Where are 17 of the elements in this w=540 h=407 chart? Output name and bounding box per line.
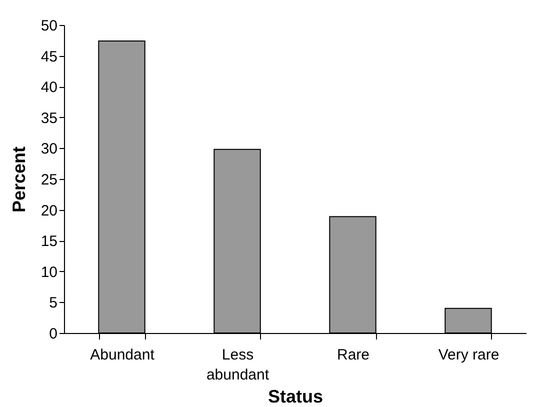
y-tick-label: 25 [40,172,58,188]
y-axis-title: Percent [8,146,29,213]
x-tick-label: Abundant [90,346,156,364]
y-tick-label: 15 [40,233,58,250]
x-tick-label: Less abundant [206,346,270,384]
x-tick-label: Very rare [438,346,500,364]
y-tick-label: 40 [40,79,58,96]
x-tick-label: Rare [336,346,370,364]
x-axis-title: Status [268,386,324,406]
y-tick-label: 10 [40,264,58,281]
y-tick-label: 30 [40,140,58,158]
y-tick-label: 5 [49,294,58,312]
y-tick-label: 45 [40,48,58,66]
y-tick-label: 50 [40,18,58,34]
y-tick-label: 35 [40,110,58,127]
y-tick-label: 20 [40,202,58,220]
y-tick-label: 0 [49,326,58,342]
